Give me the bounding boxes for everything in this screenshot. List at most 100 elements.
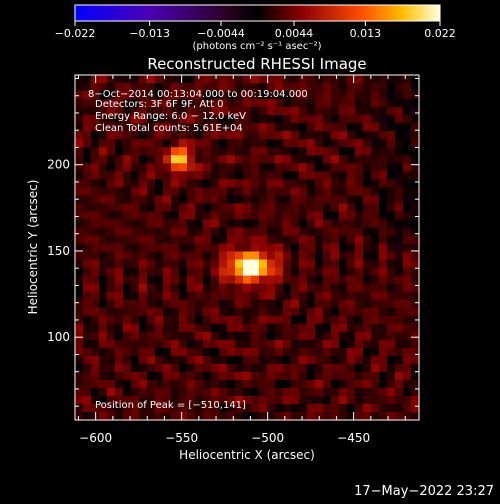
heatmap-cell: [211, 275, 220, 285]
heatmap-cell: [371, 235, 380, 245]
heatmap-cell: [195, 339, 204, 349]
heatmap-cell: [355, 219, 364, 229]
heatmap-cell: [179, 171, 188, 180]
heatmap-cell: [355, 251, 364, 261]
heatmap-cell: [323, 91, 332, 100]
heatmap-cell: [251, 155, 260, 164]
heatmap-cell: [187, 339, 196, 349]
heatmap-cell: [347, 251, 356, 261]
heatmap-cell: [323, 235, 332, 245]
heatmap-cell: [171, 107, 180, 116]
heatmap-cell: [83, 283, 92, 293]
heatmap-cell: [403, 91, 412, 100]
heatmap-cell: [259, 195, 268, 204]
heatmap-cell: [115, 235, 124, 245]
heatmap-cell: [115, 139, 124, 148]
heatmap-cell: [131, 291, 140, 301]
heatmap-cell: [267, 203, 276, 212]
heatmap-cell: [291, 363, 300, 373]
heatmap-cell: [379, 75, 388, 84]
heatmap-cell: [323, 331, 332, 341]
heatmap-cell: [275, 307, 284, 317]
heatmap-cell: [299, 75, 308, 84]
heatmap-cell: [163, 91, 172, 100]
heatmap-cell: [259, 267, 268, 277]
heatmap-cell: [379, 171, 388, 180]
heatmap-cell: [163, 83, 172, 92]
heatmap-cell: [227, 123, 236, 132]
heatmap-cell: [251, 83, 260, 92]
heatmap-cell: [107, 203, 116, 212]
heatmap-cell: [291, 83, 300, 92]
heatmap-cell: [283, 75, 292, 84]
heatmap-cell: [331, 171, 340, 180]
heatmap-cell: [299, 395, 308, 405]
heatmap-cell: [267, 307, 276, 317]
heatmap-cell: [99, 171, 108, 180]
heatmap-cell: [347, 227, 356, 237]
heatmap-cell: [347, 99, 356, 108]
heatmap-cell: [195, 171, 204, 180]
heatmap-cell: [107, 259, 116, 269]
heatmap-cell: [283, 139, 292, 148]
heatmap-cell: [235, 131, 244, 140]
heatmap-cell: [299, 259, 308, 269]
heatmap-cell: [227, 99, 236, 108]
heatmap-cell: [331, 307, 340, 317]
heatmap-cell: [331, 83, 340, 92]
heatmap-cell: [99, 99, 108, 108]
heatmap-cell: [411, 403, 420, 413]
colorbar-ticks: −0.022 −0.013 −0.0044 0.0044 0.013 0.022: [55, 21, 456, 40]
heatmap-cell: [331, 363, 340, 373]
heatmap-cell: [323, 139, 332, 148]
heatmap-cell: [91, 211, 100, 221]
heatmap-cell: [307, 211, 316, 221]
heatmap-cell: [411, 291, 420, 301]
heatmap-cell: [379, 355, 388, 365]
heatmap-cell: [243, 283, 252, 293]
heatmap-cell: [323, 339, 332, 349]
heatmap-cell: [75, 203, 84, 212]
heatmap-cell: [243, 107, 252, 116]
heatmap-cell: [195, 395, 204, 405]
heatmap-cell: [163, 347, 172, 357]
heatmap-cell: [363, 139, 372, 148]
heatmap-cell: [203, 347, 212, 357]
heatmap-cell: [179, 179, 188, 188]
heatmap-cell: [203, 379, 212, 389]
heatmap-cell: [187, 283, 196, 293]
heatmap-cell: [243, 259, 252, 269]
heatmap-cell: [363, 371, 372, 381]
heatmap-cell: [227, 275, 236, 285]
heatmap-cell: [387, 75, 396, 84]
heatmap-cell: [315, 275, 324, 285]
heatmap-cell: [211, 267, 220, 277]
heatmap-cell: [155, 283, 164, 293]
heatmap-cell: [315, 219, 324, 229]
heatmap-cell: [251, 179, 260, 188]
heatmap-cell: [347, 299, 356, 309]
heatmap-cell: [203, 307, 212, 317]
heatmap-cell: [139, 115, 148, 124]
heatmap-cell: [235, 227, 244, 237]
heatmap-cell: [123, 187, 132, 196]
heatmap-cell: [387, 315, 396, 325]
heatmap-cell: [251, 379, 260, 389]
heatmap-cell: [323, 275, 332, 285]
heatmap-cell: [363, 347, 372, 357]
heatmap-cell: [347, 219, 356, 229]
heatmap-cell: [315, 395, 324, 405]
heatmap-cell: [83, 91, 92, 100]
heatmap-cell: [147, 411, 156, 421]
heatmap-cell: [99, 195, 108, 204]
heatmap-cell: [387, 155, 396, 164]
heatmap-cell: [187, 299, 196, 309]
heatmap-cell: [243, 395, 252, 405]
heatmap-cell: [395, 139, 404, 148]
heatmap-cell: [307, 323, 316, 333]
heatmap-cell: [115, 331, 124, 341]
heatmap-cell: [275, 315, 284, 325]
heatmap-cell: [195, 331, 204, 341]
heatmap-cell: [387, 107, 396, 116]
heatmap-cell: [195, 347, 204, 357]
